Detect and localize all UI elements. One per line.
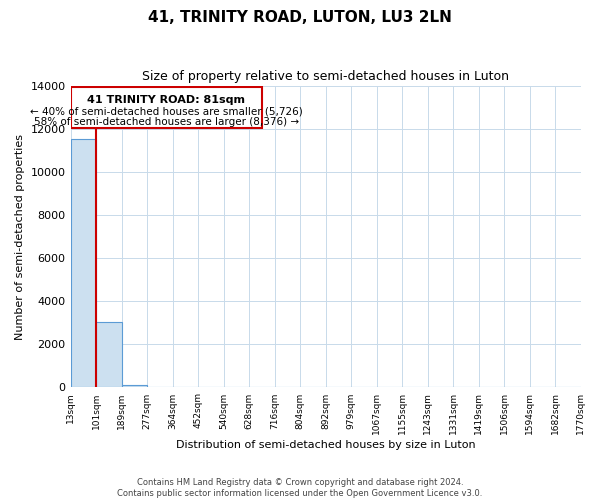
X-axis label: Distribution of semi-detached houses by size in Luton: Distribution of semi-detached houses by … bbox=[176, 440, 475, 450]
Text: 41 TRINITY ROAD: 81sqm: 41 TRINITY ROAD: 81sqm bbox=[87, 96, 245, 106]
Bar bbox=[96, 322, 122, 388]
Bar bbox=[122, 384, 147, 388]
Bar bbox=[71, 86, 262, 128]
Y-axis label: Number of semi-detached properties: Number of semi-detached properties bbox=[15, 134, 25, 340]
Text: Contains HM Land Registry data © Crown copyright and database right 2024.
Contai: Contains HM Land Registry data © Crown c… bbox=[118, 478, 482, 498]
Text: 58% of semi-detached houses are larger (8,376) →: 58% of semi-detached houses are larger (… bbox=[34, 117, 299, 127]
Text: 41, TRINITY ROAD, LUTON, LU3 2LN: 41, TRINITY ROAD, LUTON, LU3 2LN bbox=[148, 10, 452, 25]
Title: Size of property relative to semi-detached houses in Luton: Size of property relative to semi-detach… bbox=[142, 70, 509, 83]
Bar bbox=[71, 140, 96, 388]
Text: ← 40% of semi-detached houses are smaller (5,726): ← 40% of semi-detached houses are smalle… bbox=[30, 106, 302, 116]
